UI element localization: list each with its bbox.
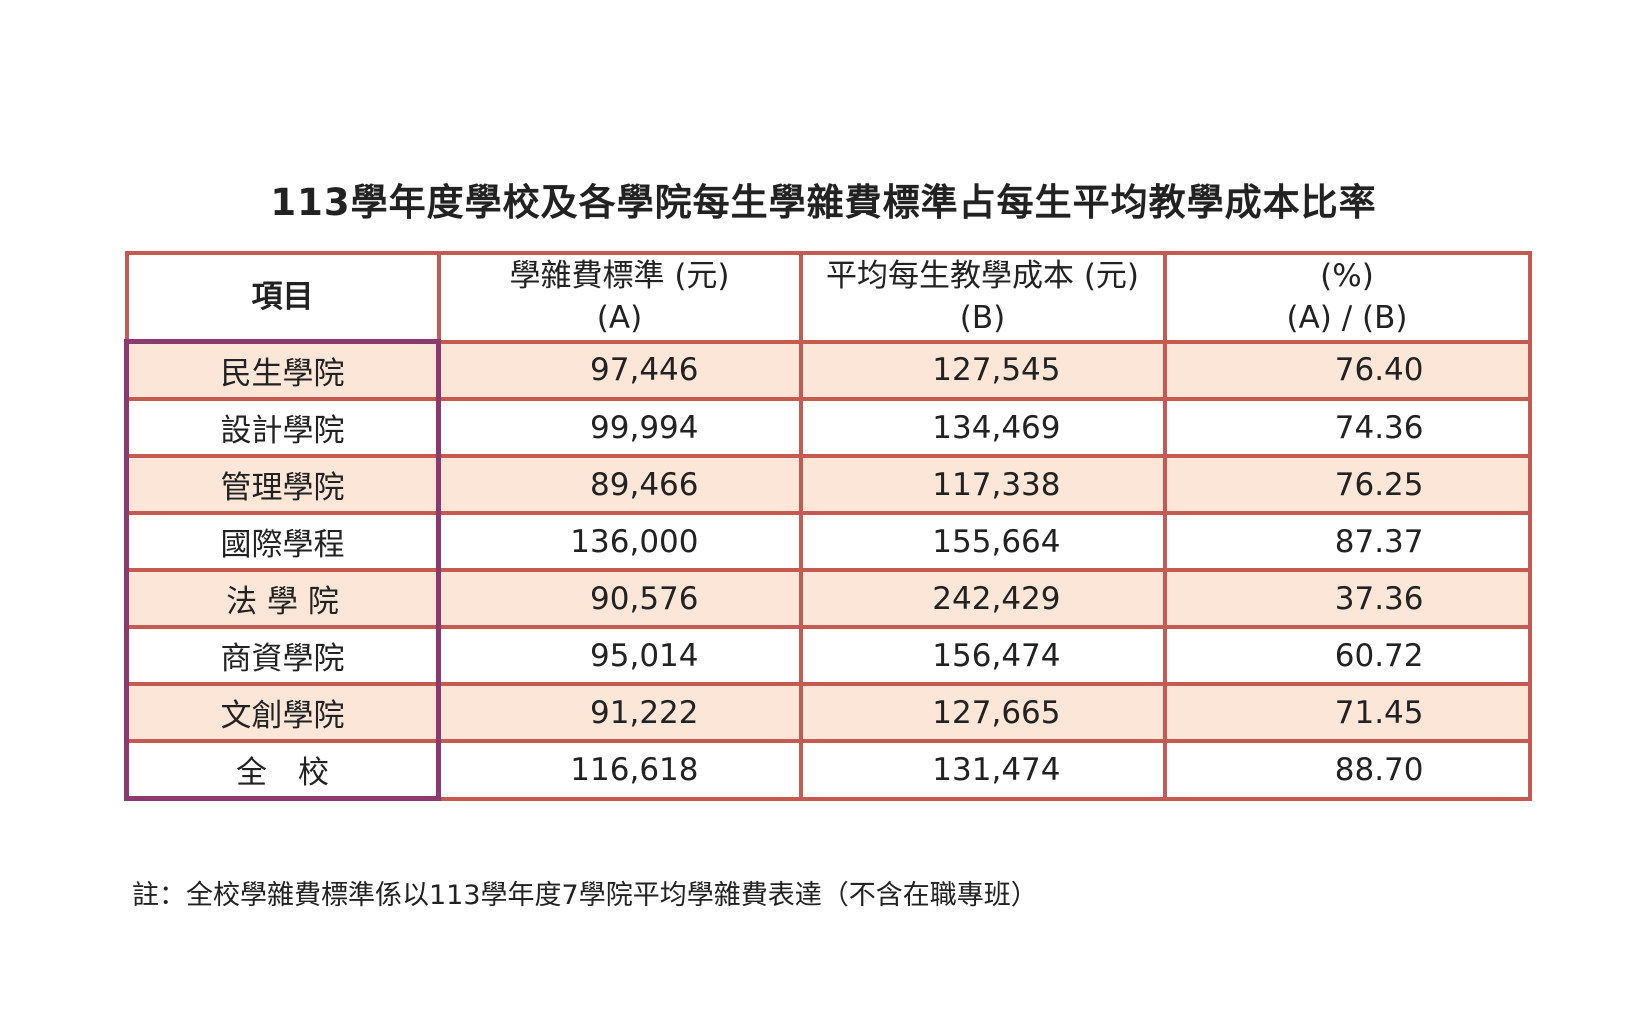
cell-ratio: 76.25 [1162,454,1532,515]
cell-ratio: 88.70 [1162,739,1532,801]
cell-fee: 116,618 [436,739,803,801]
cell-ratio: 74.36 [1162,397,1532,458]
cell-cost: 131,474 [798,739,1167,801]
cell-ratio: 76.40 [1162,339,1532,401]
cell-ratio: 71.45 [1162,682,1532,743]
cell-cost: 127,545 [798,339,1167,401]
cell-fee: 89,466 [436,454,803,515]
table-header: 項目 學雜費標準 (元) (A) 平均每生教學成本 (元) (B) (%) (A… [124,251,1532,344]
header-ratio: (%) (A) / (B) [1162,251,1532,344]
cell-ratio: 60.72 [1162,625,1532,686]
table-row: 國際學程 136,000 155,664 87.37 [124,511,1532,572]
cell-ratio: 37.36 [1162,568,1532,629]
table-body: 民生學院 97,446 127,545 76.40 設計學院 99,994 13… [124,339,1532,801]
cell-college: 商資學院 [124,625,441,686]
header-cost-line1: 平均每生教學成本 (元) [825,258,1140,295]
table-row: 設計學院 99,994 134,469 74.36 [124,397,1532,458]
cell-fee: 97,446 [436,339,803,401]
cell-college: 設計學院 [124,397,441,458]
cell-cost: 117,338 [798,454,1167,515]
table-row: 管理學院 89,466 117,338 76.25 [124,454,1532,515]
cell-cost: 155,664 [798,511,1167,572]
page-title: 113學年度學校及各學院每生學雜費標準占每生平均教學成本比率 [270,181,1377,224]
table-row: 文創學院 91,222 127,665 71.45 [124,682,1532,743]
fee-cost-ratio-table: 項目 學雜費標準 (元) (A) 平均每生教學成本 (元) (B) (%) (A… [124,251,1532,801]
table-row: 民生學院 97,446 127,545 76.40 [124,339,1532,401]
table-row-total: 全 校 116,618 131,474 88.70 [124,739,1532,801]
cell-ratio: 87.37 [1162,511,1532,572]
header-fee: 學雜費標準 (元) (A) [436,251,803,344]
cell-fee: 91,222 [436,682,803,743]
header-fee-line1: 學雜費標準 (元) [509,258,730,295]
header-ratio-line2: (A) / (B) [1286,300,1408,337]
cell-college: 文創學院 [124,682,441,743]
cell-fee: 99,994 [436,397,803,458]
header-item: 項目 [124,251,441,344]
cell-cost: 242,429 [798,568,1167,629]
cell-college: 民生學院 [124,339,441,401]
header-fee-line2: (A) [596,300,643,337]
header-cost-line2: (B) [959,300,1006,337]
header-cost: 平均每生教學成本 (元) (B) [798,251,1167,344]
cell-fee: 136,000 [436,511,803,572]
table-row: 商資學院 95,014 156,474 60.72 [124,625,1532,686]
header-row: 項目 學雜費標準 (元) (A) 平均每生教學成本 (元) (B) (%) (A… [124,251,1532,344]
header-ratio-line1: (%) [1320,258,1374,295]
cell-fee: 95,014 [436,625,803,686]
cell-cost: 156,474 [798,625,1167,686]
cell-college: 法 學 院 [124,568,441,629]
cell-cost: 134,469 [798,397,1167,458]
cell-college: 全 校 [124,739,441,801]
cell-fee: 90,576 [436,568,803,629]
cell-college: 管理學院 [124,454,441,515]
cell-college: 國際學程 [124,511,441,572]
footnote: 註：全校學雜費標準係以113學年度7學院平均學雜費表達（不含在職專班） [132,880,1038,911]
table-row: 法 學 院 90,576 242,429 37.36 [124,568,1532,629]
cell-cost: 127,665 [798,682,1167,743]
